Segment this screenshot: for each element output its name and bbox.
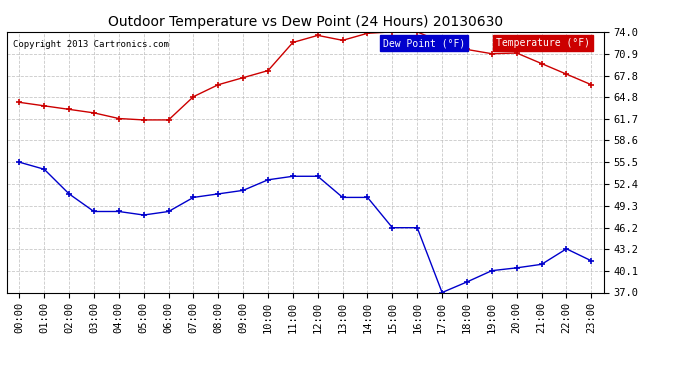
Text: Temperature (°F): Temperature (°F) bbox=[496, 38, 591, 48]
Text: Copyright 2013 Cartronics.com: Copyright 2013 Cartronics.com bbox=[13, 40, 169, 49]
Title: Outdoor Temperature vs Dew Point (24 Hours) 20130630: Outdoor Temperature vs Dew Point (24 Hou… bbox=[108, 15, 503, 29]
Text: Dew Point (°F): Dew Point (°F) bbox=[383, 38, 465, 48]
